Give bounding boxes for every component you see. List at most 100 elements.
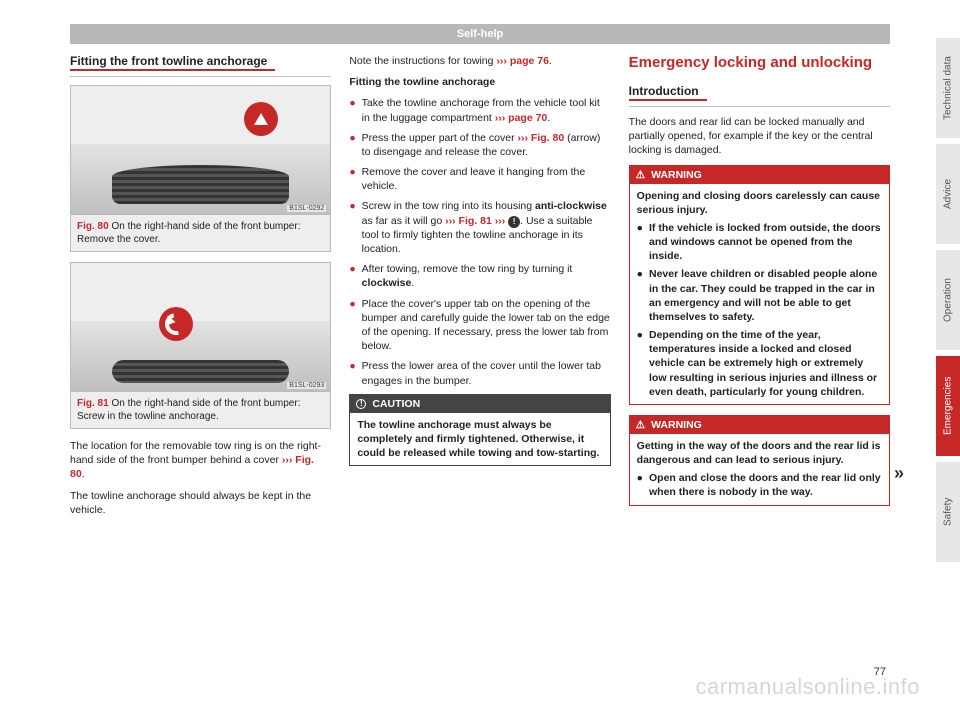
column-1: Fitting the front towline anchorage B1SL… — [70, 54, 331, 524]
bullet-text: Place the cover's upper tab on the openi… — [362, 297, 611, 354]
page-ref: ››› Fig. 80 — [518, 132, 565, 144]
bullet-item: ●Place the cover's upper tab on the open… — [349, 297, 610, 354]
rotate-icon — [161, 309, 191, 339]
col1-p2: The towline anchorage should always be k… — [70, 489, 331, 517]
section-title: Fitting the front towline anchorage — [70, 54, 275, 71]
warning-icon: ⚠ — [636, 169, 645, 181]
figure-code: B1SL-0292 — [287, 205, 326, 212]
text: Take the towline anchorage from the vehi… — [362, 97, 600, 123]
tab-operation[interactable]: Operation — [936, 244, 960, 350]
bullet-item: ●Press the lower area of the cover until… — [349, 359, 610, 387]
tab-advice[interactable]: Advice — [936, 138, 960, 244]
figure-81-caption: Fig. 81 On the right-hand side of the fr… — [70, 392, 331, 429]
bullet-icon: ● — [637, 267, 643, 324]
bullet-item: ●Press the upper part of the cover ››› F… — [349, 131, 610, 159]
bullet-item: ●Remove the cover and leave it hanging f… — [349, 165, 610, 193]
figure-80-caption: Fig. 80 On the right-hand side of the fr… — [70, 215, 331, 252]
col2-p0: Note the instructions for towing ››› pag… — [349, 54, 610, 68]
text: . — [549, 55, 552, 67]
warning-callout-1: ⚠ WARNING Opening and closing doors care… — [629, 165, 890, 405]
section-title: Introduction — [629, 84, 707, 101]
continue-mark: » — [894, 463, 904, 484]
bullet-icon: ● — [349, 96, 355, 124]
bullet-text: After towing, remove the tow ring by tur… — [362, 262, 611, 290]
caution-body: The towline anchorage must always be com… — [350, 413, 609, 466]
warning-icon: ⚠ — [636, 419, 645, 431]
warning-text: Open and close the doors and the rear li… — [649, 471, 882, 499]
warning-callout-2: ⚠ WARNING Getting in the way of the door… — [629, 415, 890, 506]
section-title-row: Introduction — [629, 84, 890, 107]
text: After towing, remove the tow ring by tur… — [362, 263, 573, 275]
bullet-icon: ● — [637, 221, 643, 264]
bullet-icon: ● — [349, 297, 355, 354]
note-ref-icon: ! — [508, 216, 520, 228]
bullet-icon: ● — [637, 471, 643, 499]
warning-body: Getting in the way of the doors and the … — [630, 434, 889, 505]
figure-81-label: Fig. 81 — [77, 398, 109, 409]
warning-item: ●Open and close the doors and the rear l… — [637, 471, 882, 499]
warning-header: ⚠ WARNING — [630, 166, 889, 184]
bullet-text: Screw in the tow ring into its housing a… — [362, 199, 611, 256]
bullet-icon: ● — [349, 165, 355, 193]
bullet-text: Press the upper part of the cover ››› Fi… — [362, 131, 611, 159]
bullet-item: ● Take the towline anchorage from the veh… — [349, 96, 610, 124]
tab-emergencies[interactable]: Emergencies — [936, 350, 960, 456]
bullet-icon: ● — [349, 262, 355, 290]
figure-80-text: On the right-hand side of the front bump… — [77, 221, 300, 245]
text-bold: clockwise — [362, 277, 412, 289]
bullet-text: Take the towline anchorage from the vehi… — [362, 96, 611, 124]
figure-80-label: Fig. 80 — [77, 221, 109, 232]
figure-81-text: On the right-hand side of the front bump… — [77, 398, 300, 422]
text: Press the upper part of the cover — [362, 132, 518, 144]
caution-callout: ! CAUTION The towline anchorage must alw… — [349, 394, 610, 467]
warning-header: ⚠ WARNING — [630, 416, 889, 434]
bullet-icon: ● — [637, 328, 643, 399]
figure-grille — [112, 360, 288, 383]
figure-grille — [112, 165, 288, 203]
figure-code: B1SL-0293 — [287, 382, 326, 389]
warning-title: WARNING — [651, 169, 702, 181]
column-2: Note the instructions for towing ››› pag… — [349, 54, 610, 524]
figure-81: B1SL-0293 — [70, 262, 331, 392]
bullet-icon: ● — [349, 131, 355, 159]
warning-title: WARNING — [651, 419, 702, 431]
bullet-icon: ● — [349, 199, 355, 256]
col3-p1: The doors and rear lid can be locked man… — [629, 115, 890, 158]
page-ref: ››› page 70 — [495, 112, 548, 124]
bullet-text: Remove the cover and leave it hanging fr… — [362, 165, 611, 193]
side-tabs: Technical data Advice Operation Emergenc… — [936, 32, 960, 562]
warning-body: Opening and closing doors carelessly can… — [630, 184, 889, 404]
warning-text: Never leave children or disabled people … — [649, 267, 882, 324]
col2-subtitle: Fitting the towline anchorage — [349, 75, 610, 89]
tab-technical-data[interactable]: Technical data — [936, 32, 960, 138]
caution-title: CAUTION — [372, 398, 420, 410]
arrow-up-icon — [254, 113, 268, 125]
page: Self-help Fitting the front towline anch… — [70, 24, 890, 684]
tab-safety[interactable]: Safety — [936, 456, 960, 562]
figure-marker-rotate — [159, 307, 193, 341]
section-rule — [629, 106, 890, 107]
bullet-icon: ● — [349, 359, 355, 387]
text: Screw in the tow ring into its housing — [362, 200, 535, 212]
page-header: Self-help — [70, 24, 890, 44]
content-columns: Fitting the front towline anchorage B1SL… — [70, 54, 890, 524]
warning-lead: Opening and closing doors carelessly can… — [637, 189, 882, 217]
warning-lead: Getting in the way of the doors and the … — [637, 439, 882, 467]
text: as far as it will go — [362, 215, 445, 227]
warning-item: ●Never leave children or disabled people… — [637, 267, 882, 324]
figure-marker-arrow — [244, 102, 278, 136]
page-ref: ››› Fig. 81 — [445, 215, 492, 227]
warning-text: Depending on the time of the year, tempe… — [649, 328, 882, 399]
bullet-item: ●Screw in the tow ring into its housing … — [349, 199, 610, 256]
text: ››› — [492, 215, 508, 227]
caution-icon: ! — [356, 399, 366, 409]
text-bold: anti-clockwise — [535, 200, 607, 212]
caution-header: ! CAUTION — [350, 395, 609, 413]
page-ref: ››› page 76 — [496, 55, 549, 67]
text: Note the instructions for towing — [349, 55, 496, 67]
figure-80: B1SL-0292 — [70, 85, 331, 215]
bullet-text: Press the lower area of the cover until … — [362, 359, 611, 387]
text: . — [82, 468, 85, 480]
column-3: Emergency locking and unlocking Introduc… — [629, 54, 890, 524]
section-rule — [70, 76, 331, 77]
